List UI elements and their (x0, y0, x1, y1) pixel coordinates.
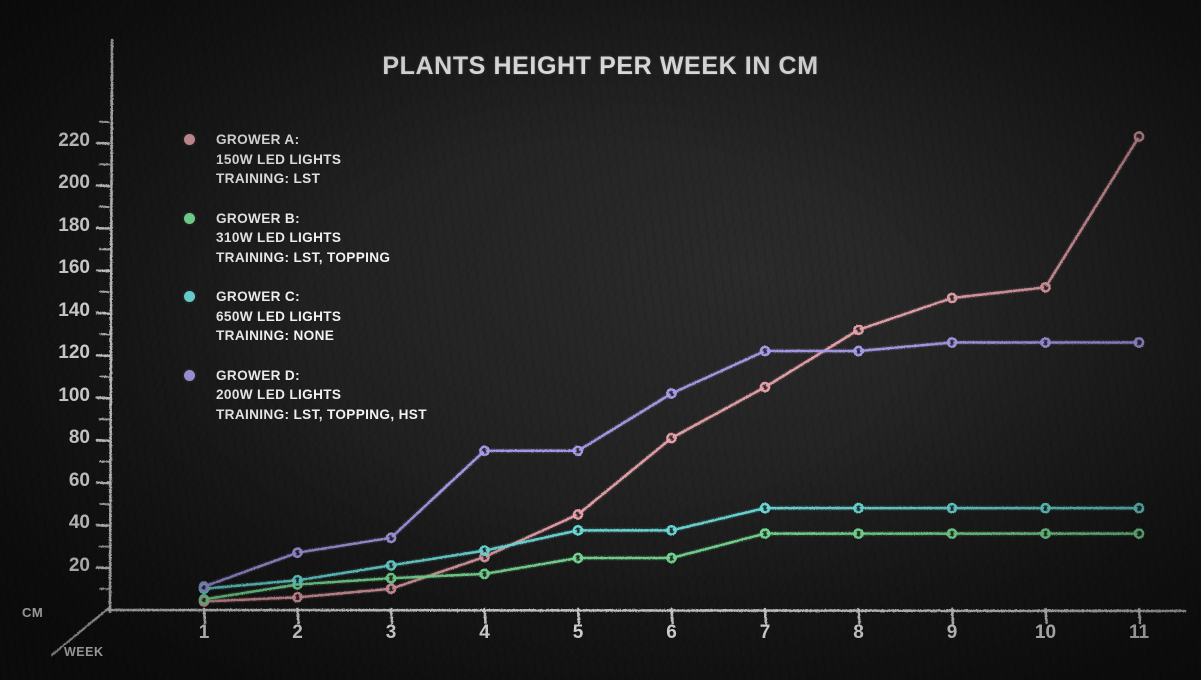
y-tick-label: 180 (58, 214, 90, 236)
legend-color-dot (184, 212, 195, 224)
legend-item: GROWER C: 650W LED LIGHTS TRAINING: NONE (184, 287, 514, 346)
series-grower-c (198, 502, 1145, 595)
y-tick-label: 80 (68, 427, 90, 449)
legend-line-light: 650W LED LIGHTS (216, 308, 342, 324)
legend-line-name: GROWER D: (216, 367, 300, 383)
legend-line-name: GROWER C: (216, 289, 300, 304)
x-tick-label: 7 (759, 622, 771, 643)
x-tick-label: 5 (572, 622, 584, 643)
y-axis-tick-labels: 20 40 60 80 100 120 140 160 180 200 220 (12, 0, 90, 680)
legend-line-light: 200W LED LIGHTS (216, 387, 342, 402)
y-tick-label: 140 (58, 299, 90, 321)
y-tick-label: 100 (58, 384, 90, 406)
y-axis-title: CM (22, 605, 44, 620)
y-tick-label: 60 (68, 469, 90, 491)
chart-legend: GROWER A: 150W LED LIGHTS TRAINING: LST GRO… (184, 130, 514, 444)
legend-line-training: TRAINING: NONE (216, 328, 335, 343)
legend-color-dot (184, 291, 195, 302)
legend-line-name: GROWER B: (216, 210, 300, 226)
legend-item: GROWER D: 200W LED LIGHTS TRAINING: LST, T… (184, 366, 514, 425)
y-tick-label: 20 (68, 554, 90, 576)
x-tick-label: 10 (1034, 622, 1057, 643)
legend-text: GROWER D: 200W LED LIGHTS TRAINING: LST, T… (216, 366, 427, 425)
y-tick-label: 40 (68, 512, 90, 534)
series-grower-a (198, 131, 1145, 607)
y-tick-label: 120 (58, 342, 90, 364)
page-title: PLANTS HEIGHT PER WEEK IN CM (382, 52, 819, 80)
y-tick-label: 220 (58, 130, 90, 151)
x-tick-label: 8 (853, 622, 864, 643)
legend-item: GROWER A: 150W LED LIGHTS TRAINING: LST (184, 130, 514, 189)
axes (50, 38, 1187, 657)
legend-text: GROWER A: 150W LED LIGHTS TRAINING: LST (216, 130, 341, 189)
series-grower-d (198, 337, 1145, 593)
legend-item: GROWER B: 310W LED LIGHTS TRAINING: LST, T… (184, 209, 514, 268)
legend-line-training: TRAINING: LST, TOPPING (216, 249, 391, 265)
x-tick-label: 11 (1128, 622, 1150, 643)
y-tick-label: 160 (58, 257, 90, 279)
x-axis-title: WEEK (64, 645, 104, 659)
legend-line-name: GROWER A: (216, 132, 300, 147)
y-tick-label: 200 (58, 172, 90, 194)
legend-line-training: TRAINING: LST (216, 171, 321, 186)
legend-line-light: 150W LED LIGHTS (216, 151, 342, 167)
legend-color-dot (184, 134, 195, 145)
x-tick-label: 4 (479, 622, 490, 643)
x-tick-label: 9 (946, 622, 958, 643)
legend-text: GROWER B: 310W LED LIGHTS TRAINING: LST, T… (216, 209, 390, 268)
legend-text: GROWER C: 650W LED LIGHTS TRAINING: NONE (216, 287, 341, 346)
x-tick-label: 6 (666, 622, 677, 643)
series-grower-b (198, 528, 1145, 605)
x-tick-label: 2 (292, 622, 303, 643)
legend-color-dot (184, 369, 195, 381)
legend-line-light: 310W LED LIGHTS (216, 230, 342, 245)
data-series (198, 131, 1145, 607)
x-tick-label: 3 (385, 622, 397, 643)
legend-line-training: TRAINING: LST, TOPPING, HST (216, 406, 427, 422)
x-tick-label: 1 (198, 622, 210, 643)
